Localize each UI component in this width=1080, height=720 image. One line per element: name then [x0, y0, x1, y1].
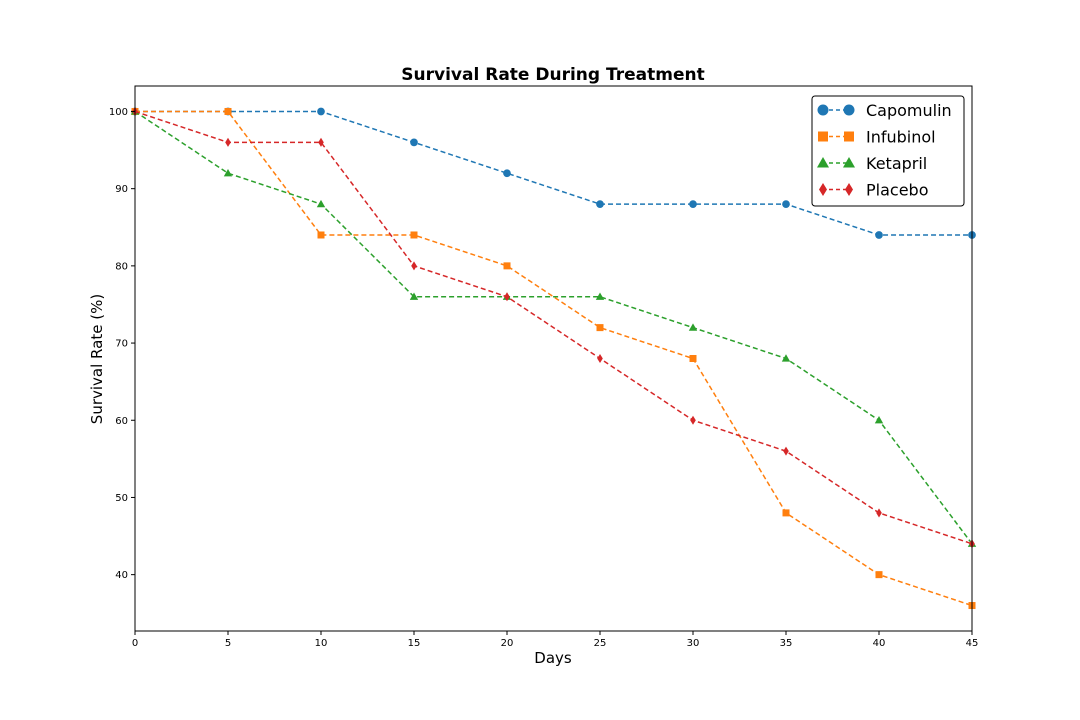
- legend-label: Capomulin: [866, 101, 952, 120]
- data-point-placebo: [876, 508, 882, 518]
- y-tick-label: 70: [115, 339, 128, 350]
- legend-marker: [843, 157, 855, 168]
- data-point-placebo: [225, 137, 231, 147]
- data-point-capomulin: [596, 200, 604, 208]
- x-tick-label: 20: [501, 638, 514, 649]
- y-tick-label: 90: [115, 184, 128, 195]
- series-line-placebo: [134, 110, 973, 545]
- data-point-ketapril: [595, 292, 605, 300]
- series-line-ketapril: [134, 110, 973, 545]
- data-point-ketapril: [223, 169, 233, 177]
- data-point-placebo: [504, 292, 510, 302]
- legend-entry-placebo: Placebo: [819, 181, 928, 200]
- data-point-capomulin: [317, 107, 325, 116]
- x-tick-label: 0: [132, 638, 138, 649]
- legend: Capomulin Infubinol Ketapril Placebo: [811, 95, 965, 207]
- x-tick-label: 35: [780, 638, 793, 649]
- data-point-infubinol: [875, 571, 883, 579]
- x-axis-label: Days: [534, 649, 572, 667]
- legend-marker: [843, 104, 855, 116]
- data-point-ketapril: [874, 416, 884, 424]
- data-point-ketapril: [316, 199, 326, 208]
- y-axis-label: Survival Rate (%): [88, 294, 106, 424]
- x-tick-label: 10: [315, 638, 328, 649]
- data-point-placebo: [597, 353, 603, 364]
- data-point-infubinol: [596, 324, 604, 332]
- x-tick-label: 5: [225, 638, 231, 649]
- data-point-capomulin: [689, 200, 697, 208]
- data-point-infubinol: [317, 231, 325, 239]
- series-line-capomulin: [135, 110, 972, 236]
- legend-box: [811, 95, 965, 207]
- legend-entry-capomulin: Capomulin: [817, 101, 952, 120]
- legend-label: Placebo: [866, 181, 928, 200]
- data-point-capomulin: [782, 200, 790, 208]
- legend-label: Ketapril: [866, 154, 927, 173]
- legend-marker: [819, 183, 827, 196]
- y-tick-label: 50: [115, 493, 128, 504]
- data-point-ketapril: [688, 323, 698, 331]
- legend-marker: [844, 131, 854, 142]
- data-point-infubinol: [224, 107, 232, 115]
- y-tick-label: 40: [115, 570, 128, 581]
- data-point-placebo: [690, 415, 696, 425]
- legend-marker: [817, 157, 829, 168]
- legend-entry-infubinol: Infubinol: [818, 128, 936, 147]
- data-point-infubinol: [410, 231, 418, 239]
- data-point-capomulin: [410, 138, 418, 147]
- legend-entry-ketapril: Ketapril: [817, 154, 927, 173]
- data-point-placebo: [318, 137, 324, 147]
- legend-label: Infubinol: [866, 128, 936, 147]
- data-point-infubinol: [782, 509, 790, 517]
- x-tick-label: 40: [873, 638, 886, 649]
- y-tick-label: 100: [109, 107, 128, 118]
- plot-frame: [134, 85, 973, 632]
- data-point-capomulin: [503, 169, 511, 178]
- data-point-ketapril: [409, 292, 419, 300]
- data-point-ketapril: [781, 354, 791, 362]
- legend-marker: [817, 104, 829, 116]
- data-point-infubinol: [503, 262, 511, 270]
- x-tick-label: 30: [687, 638, 700, 649]
- data-point-placebo: [783, 446, 789, 456]
- x-tick-label: 15: [408, 638, 421, 649]
- x-tick-label: 45: [966, 638, 979, 649]
- data-point-infubinol: [689, 355, 697, 362]
- y-tick-label: 80: [115, 261, 128, 272]
- legend-marker: [845, 183, 853, 196]
- y-tick-label: 60: [115, 416, 128, 427]
- legend-marker: [818, 131, 828, 142]
- chart-title: Survival Rate During Treatment: [401, 65, 704, 85]
- data-point-placebo: [411, 261, 417, 271]
- series-line-infubinol: [135, 110, 973, 607]
- data-point-capomulin: [875, 231, 883, 239]
- plot-area: 0 5 10 15 20 25 30 35 40 45 40 50 60 70 80 90 100: [109, 85, 979, 649]
- x-tick-label: 25: [594, 638, 607, 649]
